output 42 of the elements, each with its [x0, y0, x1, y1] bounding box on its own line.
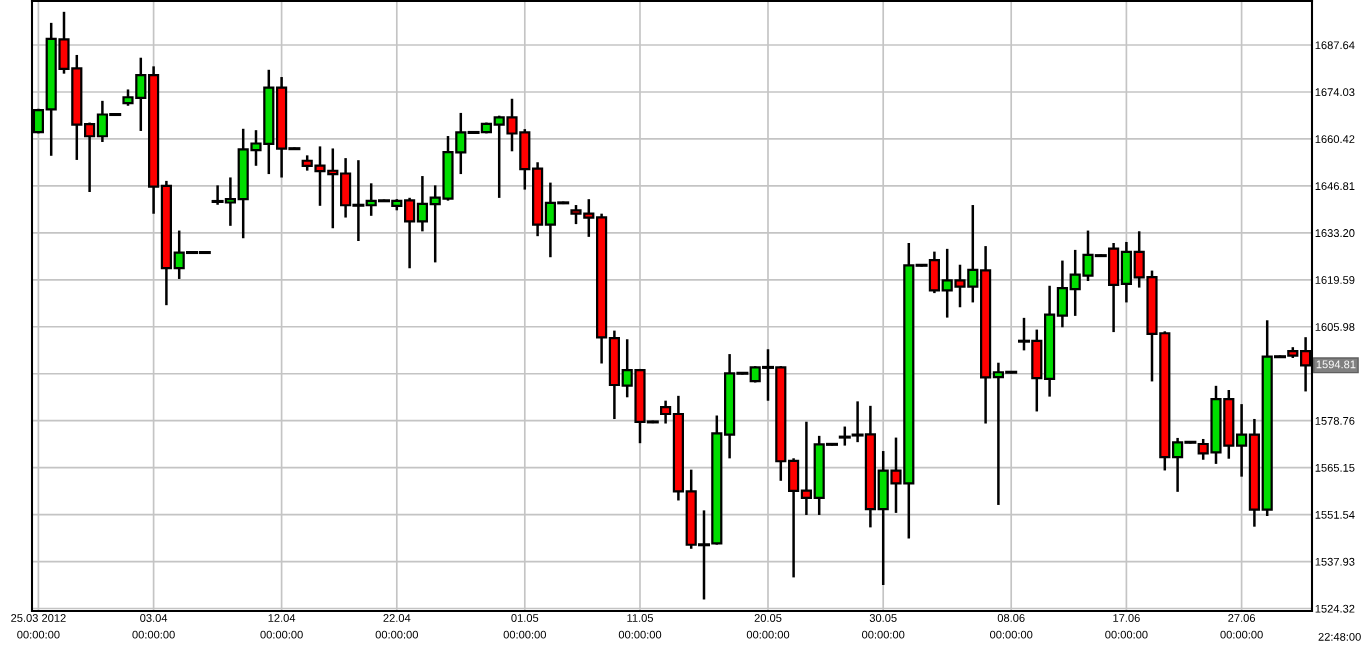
y-tick-label: 1605.98 — [1315, 323, 1355, 331]
candlestick — [404, 197, 416, 269]
text: 00:00:00 — [503, 630, 546, 639]
text: 00:00:00 — [1105, 630, 1148, 639]
candlestick — [1236, 404, 1248, 477]
x-tick-label: 30.05 — [869, 614, 897, 622]
x-tick-label: 27.06 — [1228, 614, 1256, 622]
text: 1594.81 — [1316, 360, 1356, 369]
candlestick — [660, 400, 672, 424]
x-tick-label: 01.05 — [511, 614, 539, 622]
text: 00:00:00 — [990, 630, 1033, 639]
text: 00:00:00 — [862, 630, 905, 639]
x-tick-label: 03.04 — [140, 614, 168, 622]
candlestick — [800, 421, 812, 515]
x-tick-label: 22.04 — [383, 614, 411, 622]
candlestick — [416, 176, 428, 232]
y-tick-label: 1551.54 — [1315, 510, 1355, 519]
text: 00:00:00 — [17, 630, 60, 639]
y-tick-label: 1524.32 — [1315, 604, 1355, 613]
y-tick-label: 1578.76 — [1315, 416, 1355, 425]
x-tick-label: 08.06 — [997, 614, 1025, 622]
x-tick-label: 11.05 — [627, 614, 654, 622]
y-tick-label: 1687.64 — [1315, 41, 1355, 50]
x-tick-label: 12.04 — [268, 614, 296, 622]
y-tick-label: 1565.15 — [1315, 463, 1355, 472]
text: 22:48:00 — [1318, 632, 1361, 641]
y-tick-label: 1660.42 — [1315, 135, 1355, 144]
y-tick-label: 1674.03 — [1315, 88, 1355, 97]
text: 00:00:00 — [746, 630, 790, 639]
x-tick-label: 20.05 — [754, 614, 782, 622]
text: 00:00:00 — [260, 630, 303, 639]
text: 00:00:00 — [1220, 630, 1263, 639]
y-tick-label: 1537.93 — [1315, 557, 1355, 566]
y-tick-label: 1619.59 — [1315, 276, 1355, 284]
text: 00:00:00 — [132, 630, 175, 639]
candlestick — [84, 122, 96, 193]
x-tick-label: 17.06 — [1113, 614, 1140, 622]
x-tick-label: 25.03 2012 — [11, 614, 66, 622]
text: 00:00:00 — [375, 630, 418, 639]
text: 00:00:00 — [618, 630, 662, 639]
y-tick-label: 1646.81 — [1315, 182, 1355, 191]
y-tick-label: 1633.20 — [1315, 229, 1355, 237]
